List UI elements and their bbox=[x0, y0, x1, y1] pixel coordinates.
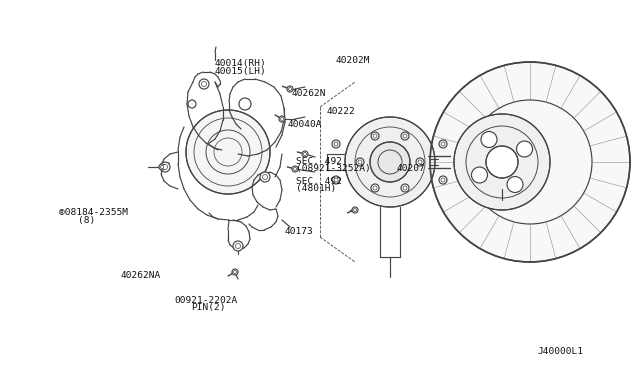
Text: 40262N: 40262N bbox=[291, 89, 326, 97]
Circle shape bbox=[280, 118, 284, 121]
Text: (4801H): (4801H) bbox=[296, 185, 336, 193]
Circle shape bbox=[373, 186, 377, 190]
Circle shape bbox=[403, 134, 407, 138]
Text: SEC. 492: SEC. 492 bbox=[296, 177, 342, 186]
Text: J40000L1: J40000L1 bbox=[538, 347, 584, 356]
Circle shape bbox=[418, 160, 422, 164]
Circle shape bbox=[401, 132, 409, 140]
Text: ®08184-2355M: ®08184-2355M bbox=[59, 208, 128, 217]
Circle shape bbox=[430, 62, 630, 262]
Circle shape bbox=[373, 134, 377, 138]
Circle shape bbox=[260, 172, 270, 182]
Circle shape bbox=[292, 166, 298, 172]
Text: 40202M: 40202M bbox=[336, 56, 371, 65]
Circle shape bbox=[163, 164, 168, 170]
Circle shape bbox=[371, 132, 379, 140]
Text: PIN(2): PIN(2) bbox=[191, 303, 225, 312]
Circle shape bbox=[441, 178, 445, 182]
Circle shape bbox=[334, 142, 338, 146]
Text: (08921-3252A): (08921-3252A) bbox=[296, 164, 371, 173]
Circle shape bbox=[345, 117, 435, 207]
Circle shape bbox=[188, 100, 196, 108]
Text: 40222: 40222 bbox=[326, 107, 355, 116]
Circle shape bbox=[232, 269, 238, 275]
Circle shape bbox=[332, 176, 340, 184]
Circle shape bbox=[186, 110, 270, 194]
Circle shape bbox=[287, 86, 293, 92]
Circle shape bbox=[161, 166, 163, 169]
Circle shape bbox=[234, 270, 237, 273]
Circle shape bbox=[353, 208, 356, 212]
Circle shape bbox=[303, 153, 307, 155]
Text: (8): (8) bbox=[78, 216, 95, 225]
Circle shape bbox=[199, 79, 209, 89]
Text: 40015(LH): 40015(LH) bbox=[214, 67, 266, 76]
Circle shape bbox=[416, 158, 424, 166]
Circle shape bbox=[472, 167, 488, 183]
Circle shape bbox=[486, 146, 518, 178]
Circle shape bbox=[159, 164, 165, 170]
Text: 40040A: 40040A bbox=[288, 120, 323, 129]
Text: 40014(RH): 40014(RH) bbox=[214, 59, 266, 68]
Circle shape bbox=[516, 141, 532, 157]
Circle shape bbox=[302, 151, 308, 157]
Circle shape bbox=[403, 186, 407, 190]
Circle shape bbox=[334, 178, 338, 182]
Circle shape bbox=[294, 167, 296, 170]
Circle shape bbox=[370, 142, 410, 182]
Text: 40173: 40173 bbox=[285, 227, 314, 236]
Circle shape bbox=[332, 140, 340, 148]
Circle shape bbox=[358, 160, 362, 164]
Circle shape bbox=[454, 114, 550, 210]
Circle shape bbox=[439, 140, 447, 148]
Text: 00921-2202A: 00921-2202A bbox=[174, 296, 237, 305]
Text: 40207: 40207 bbox=[397, 164, 426, 173]
Circle shape bbox=[507, 177, 523, 193]
Text: SEC. 492: SEC. 492 bbox=[296, 157, 342, 166]
Circle shape bbox=[481, 131, 497, 147]
Circle shape bbox=[352, 207, 358, 213]
Circle shape bbox=[279, 116, 285, 122]
Circle shape bbox=[371, 184, 379, 192]
Circle shape bbox=[401, 184, 409, 192]
Circle shape bbox=[160, 162, 170, 172]
Text: 40262NA: 40262NA bbox=[120, 271, 161, 280]
Circle shape bbox=[356, 158, 364, 166]
Circle shape bbox=[289, 87, 291, 90]
Circle shape bbox=[441, 142, 445, 146]
Circle shape bbox=[239, 98, 251, 110]
Circle shape bbox=[233, 241, 243, 251]
Circle shape bbox=[236, 244, 241, 248]
Circle shape bbox=[439, 176, 447, 184]
Circle shape bbox=[202, 81, 207, 87]
Circle shape bbox=[262, 174, 268, 180]
